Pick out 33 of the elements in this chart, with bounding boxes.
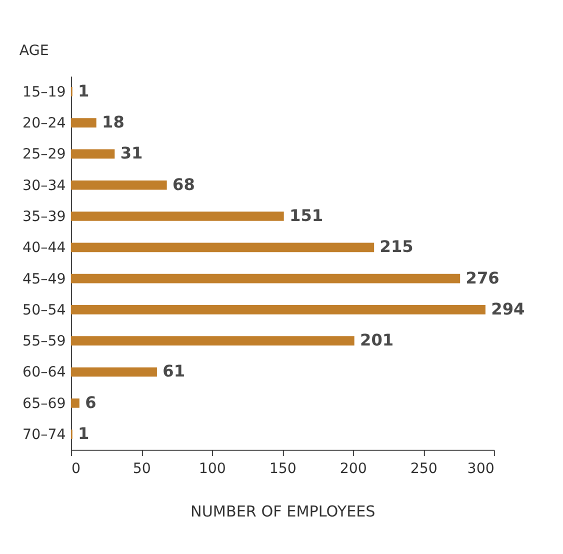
data-label: 18 [102, 112, 124, 132]
data-label: 68 [172, 174, 195, 194]
data-label: 61 [162, 362, 186, 381]
data-label: 31 [120, 144, 143, 163]
x-tick-label: 150 [269, 461, 296, 478]
y-tick-label: 70–74 [22, 427, 66, 444]
data-label: 1 [78, 81, 90, 100]
data-label: 294 [491, 299, 525, 318]
y-tick-label: 30–34 [22, 178, 66, 194]
y-tick-label: 25–29 [22, 146, 66, 163]
x-tick-label: 300 [467, 461, 494, 478]
data-label: 276 [466, 268, 500, 288]
x-tick-label: 0 [71, 461, 80, 478]
y-tick-label: 60–64 [22, 364, 66, 381]
y-tick-label: 20–24 [22, 116, 66, 132]
x-tick-label: 250 [410, 461, 438, 478]
x-axis-title: NUMBER OF EMPLOYEES [190, 502, 376, 521]
data-label: 201 [360, 330, 394, 350]
y-tick-label: 50–54 [22, 302, 66, 318]
data-label: 6 [85, 392, 96, 412]
data-label: 1 [78, 424, 90, 444]
data-label: 215 [380, 237, 414, 256]
y-tick-label: 45–49 [22, 271, 66, 288]
y-tick-label: 15–19 [22, 84, 66, 100]
x-tick-label: 200 [340, 461, 367, 478]
x-tick-label: 50 [132, 461, 151, 478]
y-tick-label: 35–39 [22, 208, 66, 225]
y-axis-title: AGE [19, 42, 49, 59]
y-tick-label: 65–69 [22, 396, 66, 412]
data-label: 151 [290, 206, 324, 225]
y-tick-label: 40–44 [22, 240, 66, 256]
x-tick-label: 100 [198, 461, 226, 478]
y-tick-label: 55–59 [22, 334, 66, 350]
